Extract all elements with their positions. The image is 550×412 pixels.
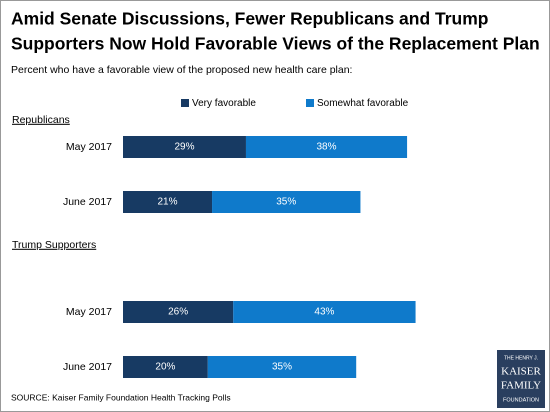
logo-text: THE HENRY J.	[504, 355, 538, 361]
legend-swatch	[306, 99, 314, 107]
bar	[123, 136, 246, 158]
legend-label: Very favorable	[192, 98, 256, 109]
value-label: 35%	[272, 362, 292, 373]
bar	[123, 191, 213, 213]
value-label: 38%	[317, 142, 337, 153]
group-label: Republicans	[12, 114, 70, 126]
chart-title: Amid Senate Discussions, Fewer Republica…	[11, 9, 488, 29]
logo-box	[497, 350, 545, 408]
y-tick-label: May 2017	[66, 306, 112, 318]
value-label: 26%	[168, 307, 188, 318]
subtitle: Percent who have a favorable view of the…	[11, 64, 352, 76]
logo-text: FAMILY	[501, 380, 541, 392]
bar	[233, 301, 416, 323]
group-label: Trump Supporters	[12, 239, 96, 251]
source: SOURCE: Kaiser Family Foundation Health …	[11, 392, 231, 402]
value-label: 43%	[314, 307, 334, 318]
y-tick-label: May 2017	[66, 141, 112, 153]
legend-swatch	[181, 99, 189, 107]
value-label: 29%	[174, 142, 194, 153]
logo-text: FOUNDATION	[503, 397, 539, 403]
bar	[123, 356, 208, 378]
logo-text: KAISER	[501, 366, 541, 378]
legend-label: Somewhat favorable	[317, 98, 409, 109]
bar	[212, 191, 361, 213]
bar	[123, 301, 234, 323]
y-tick-label: June 2017	[63, 196, 112, 208]
value-label: 21%	[158, 197, 178, 208]
y-tick-label: June 2017	[63, 361, 112, 373]
bar	[245, 136, 408, 158]
chart-title: Supporters Now Hold Favorable Views of t…	[11, 34, 540, 54]
value-label: 35%	[276, 197, 296, 208]
logo: THE HENRY J. KAISER FAMILY FOUNDATION	[497, 350, 545, 408]
value-label: 20%	[155, 362, 175, 373]
bar	[207, 356, 357, 378]
